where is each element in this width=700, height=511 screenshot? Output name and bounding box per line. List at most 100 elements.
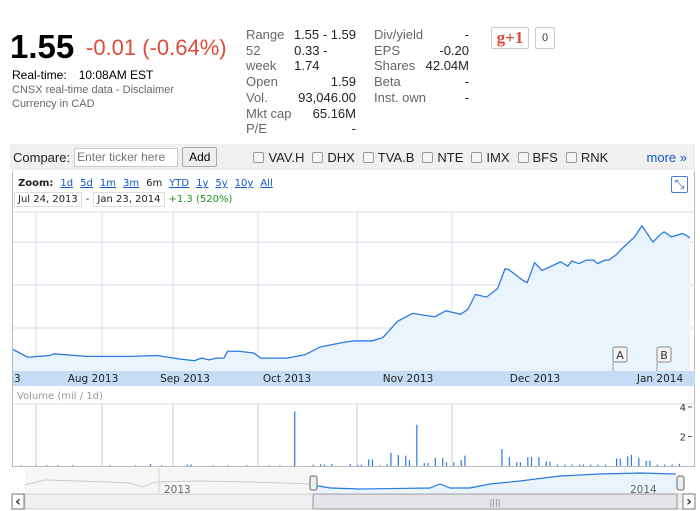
volume-bar [246, 465, 248, 466]
volume-bar [616, 458, 618, 466]
volume-bar [604, 464, 607, 466]
scrollbar-thumb[interactable] [312, 493, 678, 510]
compare-ticker-rnk[interactable]: RNK [565, 149, 609, 165]
volume-bar [160, 465, 163, 466]
zoom-6m[interactable]: 6m [146, 178, 163, 189]
range-to-field[interactable]: Jan 23, 2014 [93, 192, 165, 207]
stat-value: -0.20 [439, 42, 469, 58]
volume-bar [464, 455, 466, 466]
stat-row: Shares 42.04M [374, 58, 469, 74]
stat-value: 42.04M [425, 58, 469, 74]
volume-bar [109, 465, 111, 466]
stat-row: Range 1.55 - 1.59 [246, 27, 356, 43]
volume-bar [212, 465, 214, 466]
volume-bar [35, 465, 37, 466]
navigator-right-handle[interactable] [676, 475, 685, 491]
scroll-right-arrow-button[interactable] [682, 493, 696, 510]
compare-ticker-vav-h[interactable]: VAV.H [253, 150, 304, 165]
checkbox[interactable] [471, 151, 483, 163]
volume-bar [323, 464, 325, 466]
volume-bar [516, 462, 518, 466]
add-compare-button[interactable]: Add [182, 147, 218, 167]
checkbox[interactable] [565, 151, 577, 163]
stat-row: Div/yield - [374, 27, 469, 43]
marker-label-b: B [660, 349, 668, 362]
stat-value: 0.33 - 1.74 [294, 42, 328, 74]
expand-chart-icon[interactable]: ⤡ [671, 176, 688, 193]
zoom-1d[interactable]: 1d [60, 178, 74, 189]
compare-ticker-tva-b[interactable]: TVA.B [362, 149, 415, 165]
stat-value: - [464, 74, 469, 90]
volume-bar [227, 465, 229, 466]
price-area [13, 225, 690, 371]
zoom-10y[interactable]: 10y [234, 178, 254, 189]
realtime-row: Real-time: 10:08AM EST [12, 68, 153, 82]
volume-bar [397, 454, 399, 466]
zoom-5y[interactable]: 5y [215, 178, 228, 189]
volume-bar [46, 465, 48, 466]
price-change: -0.01 (-0.64%) [86, 35, 227, 60]
volume-bar [368, 459, 370, 466]
compare-ticker-imx[interactable]: IMX [471, 149, 510, 165]
volume-bar [379, 465, 381, 466]
month-label: 3 [14, 373, 21, 385]
volume-bar [571, 464, 573, 466]
zoom-ytd[interactable]: YTD [169, 178, 190, 189]
navigator-left-handle[interactable] [309, 475, 318, 491]
zoom-1m[interactable]: 1m [99, 178, 116, 189]
volume-bar [72, 465, 74, 466]
zoom-5d[interactable]: 5d [80, 178, 93, 189]
ticker-label: RNK [580, 149, 609, 165]
volume-bar [556, 464, 559, 466]
checkbox[interactable] [422, 151, 434, 163]
volume-bar [538, 457, 540, 466]
month-label: Aug 2013 [68, 373, 119, 385]
zoom-1y[interactable]: 1y [196, 178, 209, 189]
volume-bar [408, 460, 411, 466]
date-range-row: Jul 24, 2013 - Jan 23, 2014 +1.3 (520%) [14, 192, 232, 207]
stat-label: Range [246, 27, 285, 42]
volume-bar [645, 460, 647, 466]
scroll-left-arrow-button[interactable] [11, 493, 25, 510]
volume-bar [619, 458, 621, 466]
ticker-label: IMX [486, 149, 510, 165]
checkbox[interactable] [517, 151, 529, 163]
zoom-all[interactable]: All [260, 178, 273, 189]
compare-ticker-bfs[interactable]: BFS [517, 150, 558, 165]
ticker-label: TVA.B [377, 149, 415, 165]
scrollbar-grip-icon: |||| [490, 498, 501, 507]
volume-bar [590, 464, 592, 466]
compare-ticker-dhx[interactable]: DHX [312, 150, 355, 165]
stat-row: Inst. own - [374, 90, 469, 106]
volume-bar [664, 464, 666, 466]
zoom-3m[interactable]: 3m [122, 178, 140, 189]
checkbox[interactable] [253, 151, 265, 163]
range-from-field[interactable]: Jul 24, 2013 [14, 192, 82, 207]
stat-row: 52 week 0.33 - 1.74 [246, 43, 356, 74]
volume-bar [312, 464, 314, 466]
stat-row: Mkt cap 65.16M [246, 106, 356, 122]
volume-bar [390, 452, 392, 466]
marker-flag [656, 346, 672, 363]
stat-label: Vol. [246, 89, 268, 105]
volume-bar [360, 464, 362, 466]
stat-label: Open [246, 74, 278, 90]
checkbox[interactable] [312, 151, 324, 163]
month-label: Sep 2013 [160, 373, 210, 385]
volume-bar [357, 464, 359, 466]
checkbox[interactable] [362, 151, 374, 163]
marker-label-a: A [616, 349, 624, 362]
stat-label: Inst. own [374, 89, 427, 105]
data-source[interactable]: CNSX real-time data - Disclaimer [12, 84, 174, 96]
navigator-year-label: 2014 [630, 484, 657, 496]
more-link[interactable]: more » [646, 149, 687, 165]
realtime-label: Real-time: [12, 68, 67, 82]
google-plus-one-button[interactable]: g+1 [491, 27, 529, 49]
volume-tick-label: 4 [680, 403, 686, 414]
volume-bar [405, 455, 407, 466]
month-label: Jan 2014 [636, 373, 684, 385]
compare-ticker-nte[interactable]: NTE [422, 150, 463, 165]
compare-ticker-input[interactable] [74, 147, 179, 167]
stat-row: Beta - [374, 74, 469, 90]
compare-label: Compare: [13, 149, 71, 165]
